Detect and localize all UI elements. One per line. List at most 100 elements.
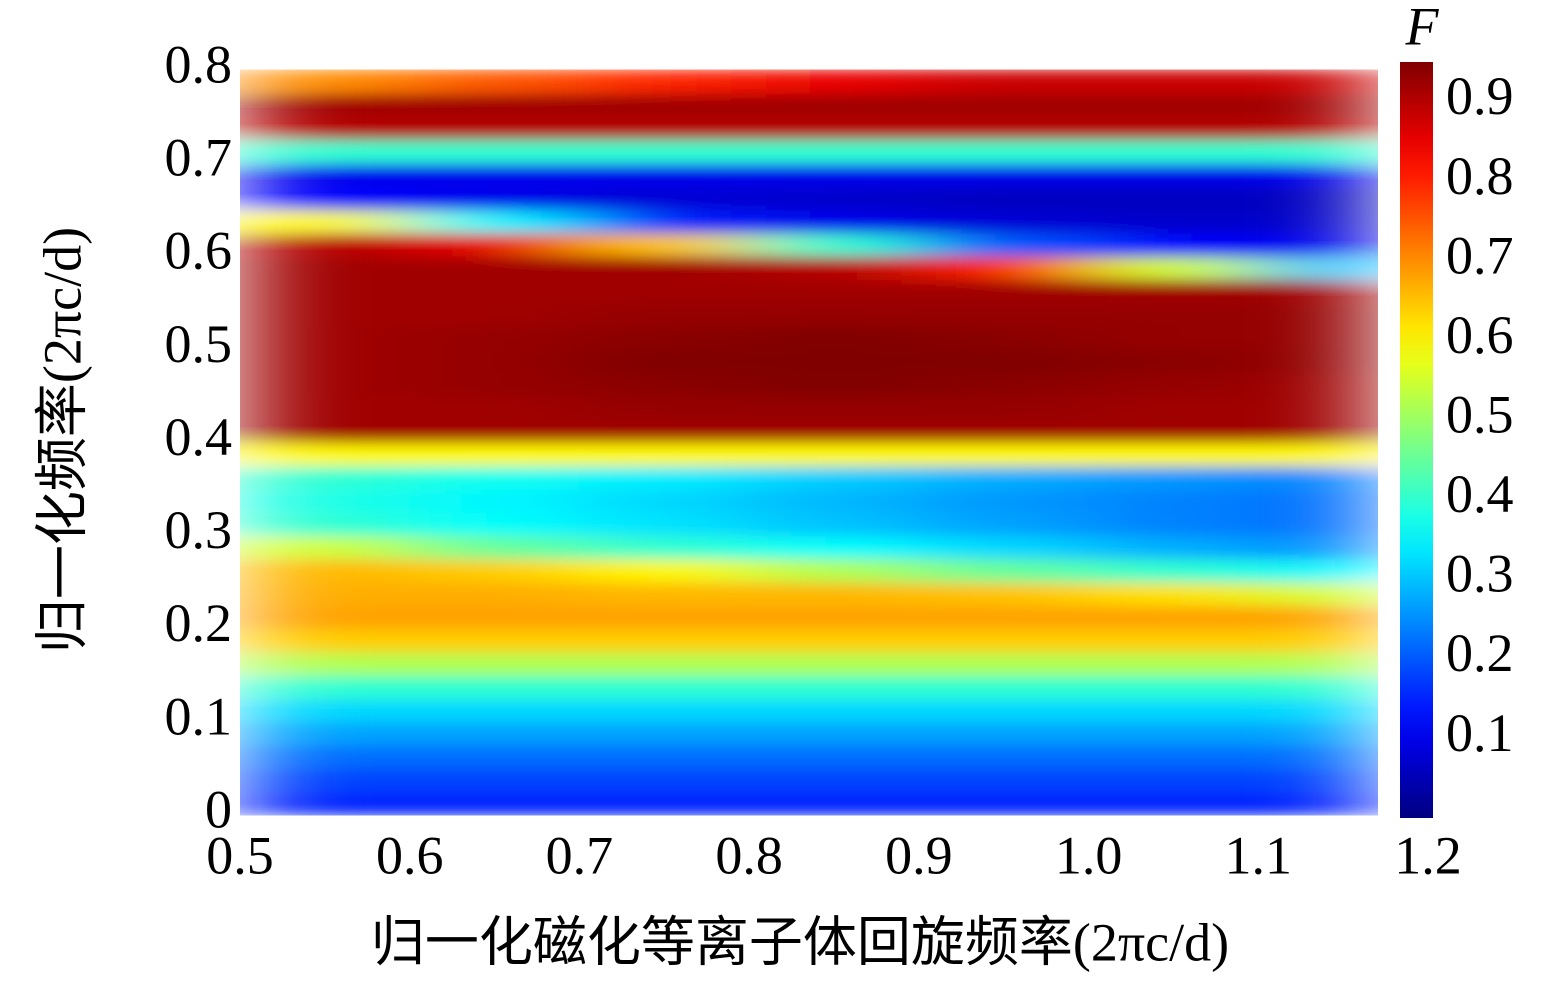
heatmap-cell bbox=[409, 488, 580, 513]
heatmap-cell bbox=[1088, 581, 1259, 606]
heatmap-cell bbox=[409, 791, 580, 816]
heatmap-cell bbox=[1257, 791, 1378, 816]
heatmap-cell bbox=[1088, 69, 1259, 94]
heatmap-cell bbox=[578, 209, 750, 234]
heatmap-cell bbox=[1088, 139, 1259, 164]
heatmap-cell bbox=[918, 348, 1090, 374]
heatmap-cell bbox=[748, 395, 920, 420]
heatmap-cell bbox=[1088, 92, 1259, 118]
heatmap-cell bbox=[1257, 418, 1378, 443]
heatmap-cell bbox=[409, 721, 580, 746]
heatmap-cell bbox=[240, 279, 411, 304]
heatmap-cell bbox=[918, 395, 1090, 420]
heatmap-cell bbox=[748, 279, 920, 304]
heatmap-cell bbox=[240, 92, 411, 118]
heatmap-cell bbox=[1088, 116, 1259, 141]
heatmap-cell bbox=[1088, 744, 1259, 769]
heatmap-cell bbox=[240, 348, 411, 374]
heatmap-cell bbox=[578, 698, 750, 723]
heatmap-cell bbox=[240, 674, 411, 700]
heatmap-cell bbox=[748, 69, 920, 94]
heatmap-cell bbox=[1088, 674, 1259, 700]
x-tick-label: 0.7 bbox=[546, 825, 614, 885]
heatmap-cell bbox=[1088, 465, 1259, 490]
heatmap-cell bbox=[578, 279, 750, 304]
heatmap-cell bbox=[240, 139, 411, 164]
heatmap-cell bbox=[1257, 232, 1378, 257]
heatmap-cell bbox=[578, 581, 750, 606]
heatmap-cell bbox=[1088, 395, 1259, 420]
heatmap-cell bbox=[240, 162, 411, 187]
heatmap-cell bbox=[748, 302, 920, 327]
heatmap-cell bbox=[1088, 232, 1259, 257]
heatmap-cell bbox=[918, 744, 1090, 769]
heatmap-cell bbox=[409, 744, 580, 769]
heatmap-cell bbox=[240, 465, 411, 490]
heatmap-cell bbox=[409, 651, 580, 676]
heatmap-cell bbox=[1257, 348, 1378, 374]
heatmap-cell bbox=[240, 418, 411, 443]
heatmap-cell bbox=[409, 92, 580, 118]
heatmap-cell bbox=[578, 116, 750, 141]
heatmap-cell bbox=[918, 185, 1090, 211]
heatmap-cell bbox=[409, 116, 580, 141]
heatmap-cell bbox=[240, 651, 411, 676]
heatmap-cell bbox=[409, 628, 580, 653]
heatmap-cell bbox=[240, 255, 411, 281]
colorbar-tick-label: 0.8 bbox=[1446, 146, 1514, 206]
heatmap-cell bbox=[578, 348, 750, 374]
y-tick-label: 0.8 bbox=[165, 34, 233, 94]
heatmap-cell bbox=[409, 255, 580, 281]
heatmap-cell bbox=[918, 511, 1090, 537]
heatmap-cell bbox=[409, 139, 580, 164]
heatmap-cell bbox=[1257, 372, 1378, 397]
heatmap-cell bbox=[748, 442, 920, 467]
heatmap-cell bbox=[240, 744, 411, 769]
heatmap-cell bbox=[578, 791, 750, 816]
heatmap-cell bbox=[1088, 348, 1259, 374]
heatmap-cell bbox=[1257, 558, 1378, 583]
heatmap-cell bbox=[748, 628, 920, 653]
heatmap-cell bbox=[918, 698, 1090, 723]
heatmap-cell bbox=[240, 302, 411, 327]
heatmap-cell bbox=[918, 442, 1090, 467]
heatmap-cell bbox=[240, 791, 411, 816]
heatmap-cell bbox=[748, 581, 920, 606]
colorbar-tick-label: 0.2 bbox=[1446, 623, 1514, 683]
heatmap-cell bbox=[1257, 721, 1378, 746]
heatmap-cell bbox=[1088, 767, 1259, 793]
heatmap-cell bbox=[748, 744, 920, 769]
heatmap-cell bbox=[578, 255, 750, 281]
heatmap-cell bbox=[1088, 721, 1259, 746]
heatmap-cell bbox=[748, 721, 920, 746]
heatmap-cell bbox=[748, 767, 920, 793]
heatmap-cell bbox=[409, 209, 580, 234]
heatmap-cell bbox=[240, 604, 411, 630]
heatmap-cell bbox=[1088, 418, 1259, 443]
heatmap-cell bbox=[918, 791, 1090, 816]
heatmap-cell bbox=[578, 511, 750, 537]
heatmap-cell bbox=[748, 651, 920, 676]
x-tick-label: 1.2 bbox=[1394, 825, 1462, 885]
heatmap-cell bbox=[748, 791, 920, 816]
heatmap-cell bbox=[409, 279, 580, 304]
heatmap-cell bbox=[1088, 442, 1259, 467]
heatmap-cell bbox=[409, 535, 580, 560]
heatmap-cell bbox=[1257, 442, 1378, 467]
heatmap-cell bbox=[240, 558, 411, 583]
heatmap-cell bbox=[918, 488, 1090, 513]
heatmap-cell bbox=[748, 348, 920, 374]
heatmap-cell bbox=[240, 535, 411, 560]
heatmap-cell bbox=[409, 162, 580, 187]
heatmap-cell bbox=[578, 721, 750, 746]
heatmap-cell bbox=[918, 302, 1090, 327]
heatmap-cell bbox=[578, 372, 750, 397]
heatmap-cell bbox=[748, 92, 920, 118]
heatmap-cell bbox=[918, 279, 1090, 304]
y-tick-label: 0.7 bbox=[165, 128, 233, 188]
heatmap-cell bbox=[409, 604, 580, 630]
heatmap-cell bbox=[240, 442, 411, 467]
heatmap-cell bbox=[578, 628, 750, 653]
heatmap-cell bbox=[748, 465, 920, 490]
heatmap-cell bbox=[1257, 92, 1378, 118]
